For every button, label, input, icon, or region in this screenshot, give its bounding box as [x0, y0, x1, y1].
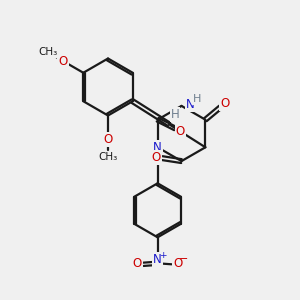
Text: O: O	[173, 257, 183, 270]
Text: O: O	[152, 151, 161, 164]
Text: O: O	[220, 97, 230, 110]
Text: O: O	[103, 133, 112, 146]
Text: N: N	[153, 141, 162, 154]
Text: O: O	[176, 124, 185, 138]
Text: N: N	[153, 253, 162, 266]
Text: O: O	[133, 257, 142, 270]
Text: CH₃: CH₃	[38, 47, 57, 57]
Text: H: H	[171, 108, 179, 121]
Text: +: +	[159, 250, 167, 260]
Text: N: N	[185, 98, 194, 111]
Text: O: O	[58, 55, 68, 68]
Text: CH₃: CH₃	[98, 152, 118, 163]
Text: −: −	[179, 254, 188, 264]
Text: H: H	[193, 94, 201, 104]
